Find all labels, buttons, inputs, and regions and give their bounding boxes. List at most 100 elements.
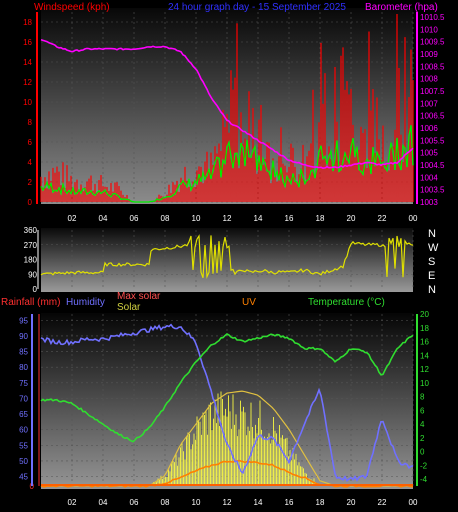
panel-1-x-tick-label: 04: [99, 214, 108, 223]
panel-1-x-tick-label: 12: [223, 214, 232, 223]
panel-1-x-tick-label: 16: [285, 214, 294, 223]
panel-3-x-tick-label: 12: [223, 498, 232, 507]
barometer-tick-label: 1004.5: [420, 161, 445, 170]
wind-direction-series: [40, 234, 414, 279]
humidity-tick-label: 85: [19, 348, 28, 357]
panel-3-x-tick-label: 02: [68, 498, 77, 507]
panel-1-x-tick-label: 22: [378, 214, 387, 223]
windspeed-tick-label: 16: [23, 38, 32, 47]
compass-label: E: [428, 270, 435, 282]
uv-label: UV: [242, 297, 256, 308]
panel-3-x-tick-label: 04: [99, 498, 108, 507]
barometer-tick-label: 1003: [420, 198, 438, 207]
solar-series: [138, 391, 331, 486]
barometer-tick-label: 1009: [420, 50, 438, 59]
chart-title: 24 hour graph day - 15 September 2025: [168, 2, 346, 13]
humidity-tick-label: 0: [30, 482, 35, 491]
direction-tick-label: 360: [24, 226, 38, 235]
temperature-label: Temperature (°C): [308, 297, 385, 308]
panel-3-x-tick-label: 18: [316, 498, 325, 507]
temperature-tick-label: 10: [420, 379, 429, 388]
temperature-tick-label: 8: [420, 393, 425, 402]
temperature-tick-label: 14: [420, 351, 429, 360]
temperature-tick-label: 12: [420, 365, 429, 374]
panel-1-x-tick-label: 14: [254, 214, 263, 223]
panel-3-x-tick-label: 20: [347, 498, 356, 507]
barometer-tick-label: 1005.5: [420, 136, 445, 145]
panel-1-x-tick-label: 18: [316, 214, 325, 223]
barometer-tick-label: 1006.5: [420, 112, 445, 121]
windspeed-tick-label: 6: [28, 138, 33, 147]
barometer-axis-label: Barometer (hpa): [365, 2, 438, 13]
barometer-tick-label: 1007: [420, 99, 438, 108]
compass-label: S: [428, 256, 435, 268]
panel-1-x-tick-label: 20: [347, 214, 356, 223]
windspeed-tick-label: 18: [23, 18, 32, 27]
windspeed-tick-label: 10: [23, 98, 32, 107]
humidity-tick-label: 75: [19, 379, 28, 388]
humidity-tick-label: 90: [19, 332, 28, 341]
temperature-tick-label: 6: [420, 406, 425, 415]
compass-label: N: [428, 284, 436, 296]
temperature-tick-label: 18: [420, 324, 429, 333]
panel-3-x-tick-label: 06: [130, 498, 139, 507]
barometer-tick-label: 1009.5: [420, 38, 445, 47]
direction-tick-label: 90: [28, 270, 37, 279]
panel-1-x-tick-label: 08: [161, 214, 170, 223]
compass-label: N: [428, 228, 436, 240]
windspeed-axis-label: Windspeed (kph): [34, 2, 110, 13]
temperature-line: [40, 333, 414, 443]
panel-3-x-tick-label: 00: [409, 498, 418, 507]
humidity-tick-label: 50: [19, 457, 28, 466]
humidity-tick-label: 55: [19, 441, 28, 450]
direction-tick-label: 270: [24, 241, 38, 250]
barometer-tick-label: 1008.5: [420, 62, 445, 71]
temperature-tick-label: -2: [420, 461, 428, 470]
humidity-tick-label: 65: [19, 410, 28, 419]
direction-tick-label: 180: [24, 256, 38, 265]
barometer-tick-label: 1007.5: [420, 87, 445, 96]
temperature-tick-label: 2: [420, 434, 425, 443]
barometer-tick-label: 1006: [420, 124, 438, 133]
humidity-tick-label: 45: [19, 473, 28, 482]
barometer-tick-label: 1003.5: [420, 186, 445, 195]
windspeed-tick-label: 12: [23, 78, 32, 87]
temperature-tick-label: 20: [420, 310, 429, 319]
panel-1-x-tick-label: 10: [192, 214, 201, 223]
windspeed-tick-label: 8: [28, 118, 33, 127]
solar-label: Solar: [117, 302, 141, 313]
temperature-tick-label: 16: [420, 338, 429, 347]
barometer-tick-label: 1010: [420, 25, 438, 34]
windspeed-tick-label: 14: [23, 58, 32, 67]
panel-3-x-tick-label: 16: [285, 498, 294, 507]
panel-3-x-tick-label: 22: [378, 498, 387, 507]
barometer-tick-label: 1010.5: [420, 13, 445, 22]
compass-label: W: [428, 242, 439, 254]
windspeed-tick-label: 0: [28, 198, 33, 207]
panel-1-x-tick-label: 02: [68, 214, 77, 223]
humidity-label: Humidity: [66, 297, 105, 308]
direction-tick-label: 0: [33, 285, 38, 294]
humidity-tick-label: 80: [19, 363, 28, 372]
barometer-tick-label: 1005: [420, 149, 438, 158]
gust-line: [40, 125, 414, 203]
temperature-tick-label: 4: [420, 420, 425, 429]
humidity-tick-label: 95: [19, 316, 28, 325]
humidity-line: [40, 323, 414, 482]
panel-3-x-tick-label: 14: [254, 498, 263, 507]
humidity-tick-label: 70: [19, 394, 28, 403]
barometer-line: [40, 38, 414, 170]
windspeed-tick-label: 4: [28, 158, 33, 167]
max-solar-label: Max solar: [117, 291, 161, 302]
barometer-tick-label: 1008: [420, 75, 438, 84]
wind-direction-line: [40, 234, 414, 279]
rainfall-label: Rainfall (mm): [1, 297, 60, 308]
humidity-tick-label: 60: [19, 426, 28, 435]
barometer-tick-label: 1004: [420, 173, 438, 182]
panel-1-x-tick-label: 06: [130, 214, 139, 223]
temperature-tick-label: -4: [420, 475, 428, 484]
panel-1-x-tick-label: 00: [409, 214, 418, 223]
panel-3-x-tick-label: 08: [161, 498, 170, 507]
